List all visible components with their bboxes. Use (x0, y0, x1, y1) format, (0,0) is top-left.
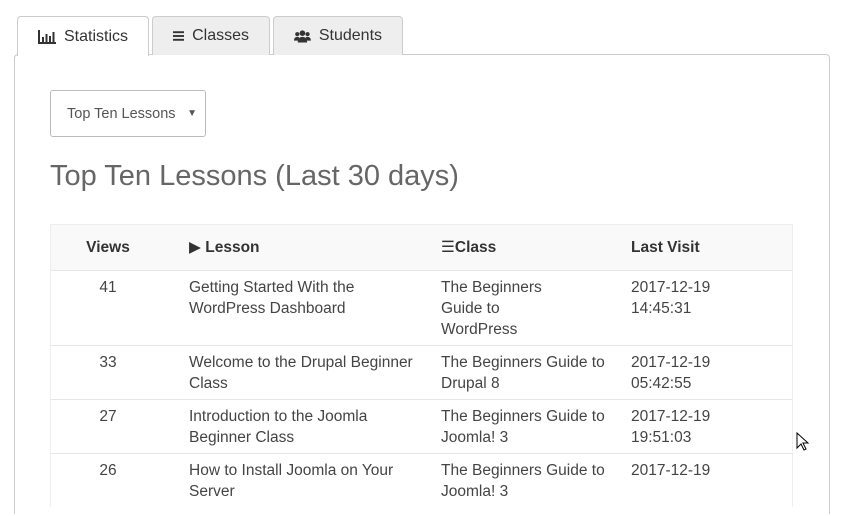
last-visit-cell: 2017-12-19 19:51:03 (631, 406, 792, 448)
header-class[interactable]: ☰Class (441, 237, 631, 258)
views-cell: 26 (99, 462, 117, 479)
mouse-cursor-icon (796, 432, 810, 451)
tab-classes[interactable]: Classes (152, 16, 271, 55)
date: 2017-12-19 (631, 354, 711, 371)
tab-label: Statistics (64, 27, 129, 45)
tab-statistics[interactable]: Statistics (17, 16, 150, 56)
report-select[interactable]: Top Ten Lessons ▼ (50, 90, 206, 137)
tab-label: Students (318, 27, 383, 44)
table-row: 27 Introduction to the Joomla Beginner C… (51, 400, 792, 454)
views-cell: 33 (99, 354, 117, 371)
header-views[interactable]: Views (86, 239, 130, 256)
tab-students[interactable]: Students (273, 16, 404, 55)
class-cell: The Beginners Guide to Joomla! 3 (441, 462, 605, 500)
table-row: 33 Welcome to the Drupal Beginner Class … (51, 346, 792, 400)
page-title: Top Ten Lessons (Last 30 days) (50, 160, 459, 192)
views-cell: 41 (99, 279, 117, 296)
list-icon (173, 31, 185, 41)
lesson-cell: Introduction to the Joomla Beginner Clas… (189, 408, 368, 446)
class-cell: The Beginners Guide to Drupal 8 (441, 354, 605, 392)
table-row: 41 Getting Started With the WordPress Da… (51, 271, 792, 346)
time: 14:45:31 (631, 300, 692, 317)
lessons-table: Views ▶ Lesson ☰Class Last Visit 41 Gett… (50, 224, 793, 507)
lesson-cell: Welcome to the Drupal Beginner Class (189, 354, 413, 392)
last-visit-cell: 2017-12-19 05:42:55 (631, 352, 792, 394)
list-icon: ☰ (441, 239, 455, 256)
table-header: Views ▶ Lesson ☰Class Last Visit (51, 225, 792, 271)
caret-down-icon: ▼ (183, 108, 197, 119)
last-visit-cell: 2017-12-19 (631, 460, 792, 502)
time: 05:42:55 (631, 375, 692, 392)
date: 2017-12-19 (631, 462, 711, 479)
header-lesson-label: Lesson (205, 239, 260, 256)
lesson-cell: How to Install Joomla on Your Server (189, 462, 394, 500)
bar-chart-icon (38, 29, 56, 44)
header-last-visit[interactable]: Last Visit (631, 239, 700, 256)
tab-label: Classes (192, 27, 250, 44)
date: 2017-12-19 (631, 408, 711, 425)
table-row: 26 How to Install Joomla on Your Server … (51, 454, 792, 507)
tab-bar: Statistics Classes Students (17, 16, 404, 56)
class-cell: The Beginners Guide to Joomla! 3 (441, 408, 605, 446)
users-icon (294, 30, 311, 43)
play-icon: ▶ (189, 239, 201, 256)
lesson-cell: Getting Started With the WordPress Dashb… (189, 279, 355, 317)
views-cell: 27 (99, 408, 117, 425)
class-cell: The Beginners Guide to WordPress (441, 279, 542, 338)
select-value: Top Ten Lessons (67, 105, 176, 122)
last-visit-cell: 2017-12-19 14:45:31 (631, 277, 792, 340)
time: 19:51:03 (631, 429, 692, 446)
header-lesson[interactable]: ▶ Lesson (189, 237, 441, 258)
header-class-label: Class (454, 239, 497, 256)
tab-panel (14, 54, 830, 514)
date: 2017-12-19 (631, 279, 711, 296)
